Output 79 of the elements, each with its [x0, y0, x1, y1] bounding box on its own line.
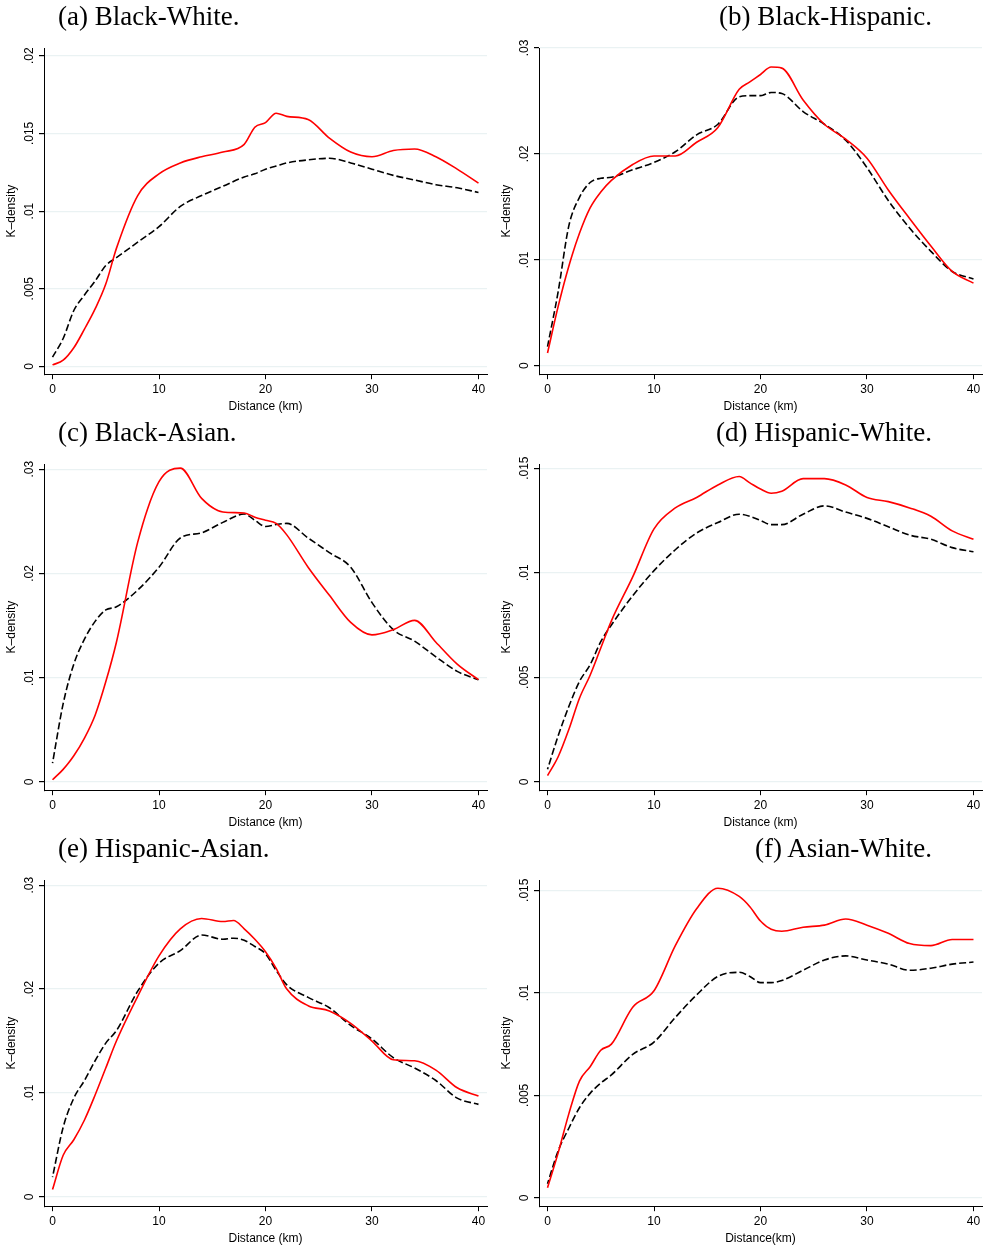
- x-tick-label: 40: [966, 381, 981, 396]
- x-tick-label: 30: [860, 1213, 874, 1228]
- y-tick-label: .02: [517, 145, 532, 163]
- x-tick-label: 0: [49, 1213, 57, 1228]
- y-tick-label: .005: [517, 1083, 532, 1108]
- x-axis-title: Distance (km): [228, 1231, 303, 1246]
- y-tick-label: .01: [517, 251, 532, 269]
- y-tick-label: .03: [22, 876, 37, 894]
- y-tick-label: .02: [22, 980, 37, 998]
- y-tick-label: .015: [22, 121, 37, 146]
- chart-title: (c) Black-Asian.: [57, 416, 238, 448]
- x-tick-label: 40: [966, 797, 981, 812]
- x-tick-label: 0: [544, 381, 552, 396]
- x-tick-label: 10: [647, 797, 661, 812]
- line-series: [51, 112, 480, 366]
- x-axis-title: Distance (km): [723, 399, 798, 414]
- y-tick-label: .005: [22, 276, 37, 301]
- x-tick-label: 30: [365, 1213, 379, 1228]
- x-tick-label: 20: [753, 381, 768, 396]
- y-tick-label: .015: [517, 878, 532, 902]
- x-tick-label: 0: [49, 797, 57, 812]
- x-tick-label: 30: [365, 381, 379, 396]
- y-tick-label: .01: [22, 1084, 37, 1102]
- y-axis-title: K–density: [498, 600, 513, 654]
- x-tick-label: 10: [152, 1213, 166, 1228]
- y-axis-title: K–density: [498, 1016, 513, 1070]
- x-tick-label: 20: [753, 1213, 768, 1228]
- x-axis-title: Distance(km): [725, 1231, 796, 1246]
- x-tick-label: 20: [258, 797, 273, 812]
- x-tick-label: 40: [471, 1213, 486, 1228]
- x-tick-label: 30: [365, 797, 379, 812]
- x-tick-label: 40: [471, 797, 486, 812]
- x-axis-title: Distance (km): [228, 399, 303, 414]
- y-tick-label: .03: [517, 39, 532, 57]
- chart-title: (d) Hispanic-White.: [715, 416, 933, 448]
- x-tick-label: 20: [753, 797, 768, 812]
- y-tick-label: 0: [517, 1194, 532, 1202]
- x-tick-label: 0: [49, 381, 57, 396]
- y-tick-label: 0: [22, 1193, 37, 1201]
- y-axis-title: K–density: [498, 184, 513, 238]
- y-axis-title: K–density: [3, 1016, 18, 1070]
- y-tick-label: .02: [22, 564, 37, 582]
- x-tick-label: 0: [544, 797, 552, 812]
- line-series: [51, 513, 480, 764]
- x-axis-title: Distance (km): [228, 815, 303, 830]
- x-tick-label: 10: [152, 381, 166, 396]
- y-tick-label: 0: [22, 778, 37, 786]
- y-tick-label: 0: [517, 778, 532, 786]
- x-tick-label: 10: [647, 1213, 661, 1228]
- y-tick-label: .01: [22, 202, 37, 220]
- chart-title: (e) Hispanic-Asian.: [57, 832, 271, 864]
- y-axis-title: K–density: [3, 184, 18, 238]
- line-series: [546, 887, 975, 1189]
- x-tick-label: 0: [544, 1213, 552, 1228]
- y-tick-label: 0: [22, 362, 37, 370]
- y-tick-label: .01: [22, 668, 37, 686]
- y-tick-label: .005: [517, 665, 532, 689]
- line-series: [546, 955, 975, 1185]
- line-series: [51, 157, 480, 358]
- line-series: [51, 467, 480, 781]
- chart-title: (b) Black-Hispanic.: [718, 0, 933, 32]
- x-tick-label: 20: [258, 381, 273, 396]
- y-axis-title: K–density: [3, 600, 18, 654]
- x-tick-label: 10: [152, 797, 166, 812]
- y-tick-label: .015: [517, 456, 532, 480]
- y-tick-label: .01: [517, 564, 532, 582]
- x-tick-label: 40: [966, 1213, 981, 1228]
- x-tick-label: 10: [647, 381, 661, 396]
- chart-title: (a) Black-White.: [57, 0, 241, 32]
- y-tick-label: .03: [22, 460, 37, 478]
- y-tick-label: .02: [22, 47, 37, 65]
- y-tick-label: .01: [517, 984, 532, 1002]
- chart-title: (f) Asian-White.: [754, 832, 933, 864]
- x-tick-label: 30: [860, 381, 874, 396]
- x-tick-label: 20: [258, 1213, 273, 1228]
- x-tick-label: 30: [860, 797, 874, 812]
- x-axis-title: Distance (km): [723, 815, 798, 830]
- y-tick-label: 0: [517, 362, 532, 370]
- x-tick-label: 40: [471, 381, 486, 396]
